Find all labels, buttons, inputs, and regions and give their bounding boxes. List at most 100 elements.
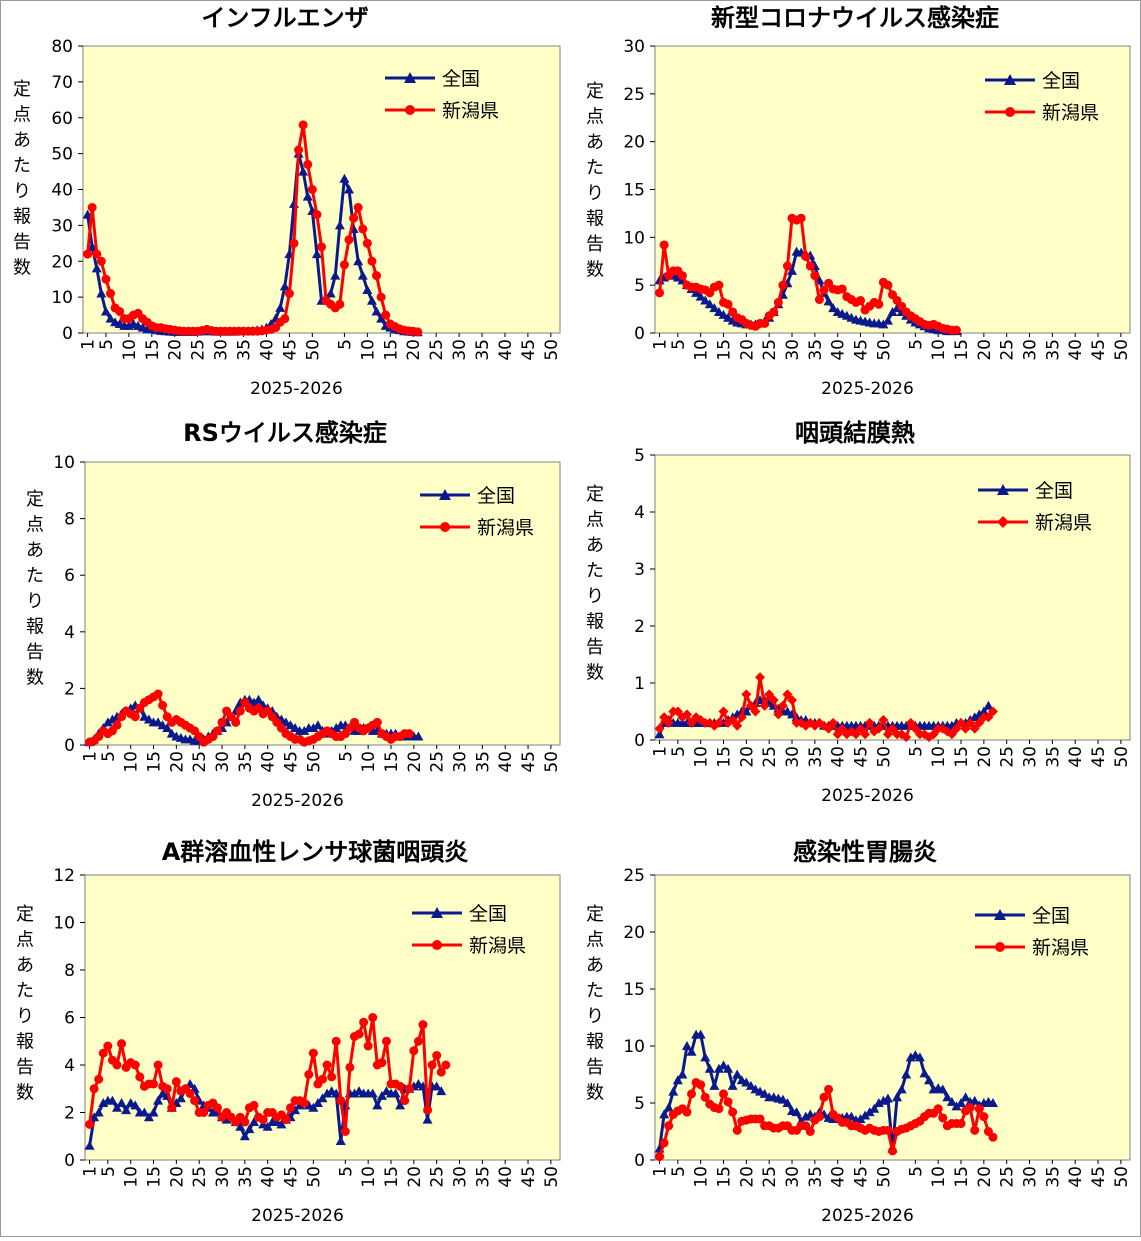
data-point [760, 318, 770, 328]
data-point [956, 1098, 967, 1107]
y-tick-label: 70 [51, 73, 73, 93]
data-point [824, 1084, 834, 1094]
data-point [736, 712, 747, 723]
x-tick-label: 20 [975, 746, 995, 768]
x-tick-label: 15 [952, 1166, 972, 1188]
data-point [883, 1125, 893, 1135]
data-point [100, 306, 111, 316]
x-tick-label: 20 [404, 339, 424, 361]
x-tick-label: 5 [99, 751, 119, 762]
y-axis-label-char: た [586, 981, 604, 1002]
data-point [745, 700, 756, 711]
x-tick-label: 25 [428, 751, 448, 773]
data-point [860, 1110, 871, 1120]
x-tick-label: 45 [519, 1166, 539, 1188]
data-point [695, 291, 706, 301]
y-tick-label: 25 [623, 85, 645, 105]
y-tick-label: 2 [634, 617, 645, 637]
data-point [423, 1105, 433, 1115]
data-point [117, 1039, 127, 1049]
x-tick-label: 45 [852, 1166, 872, 1188]
data-point [714, 280, 724, 290]
x-tick-label: 50 [1112, 1166, 1132, 1188]
y-axis-label-char: あ [26, 540, 44, 561]
data-point [686, 1046, 697, 1056]
data-point [951, 723, 962, 734]
data-point [659, 1138, 669, 1148]
data-point [212, 1103, 222, 1113]
data-point [856, 295, 866, 305]
data-point [723, 1097, 733, 1107]
x-tick-label: 45 [280, 339, 300, 361]
x-tick-label: 50 [542, 1166, 562, 1188]
y-axis-label-char: 定 [586, 81, 604, 102]
y-axis-label-char: 数 [586, 663, 604, 684]
series-niigata [655, 1077, 998, 1162]
x-tick-label: 15 [145, 1166, 165, 1188]
data-point [322, 1060, 332, 1070]
data-point [158, 700, 168, 710]
data-point [864, 717, 875, 728]
data-point [413, 1036, 423, 1046]
y-axis-label-char: り [586, 1006, 604, 1027]
data-point [185, 1089, 195, 1098]
data-point [349, 1088, 360, 1098]
x-tick-label: 1 [79, 339, 99, 350]
data-point [281, 1115, 291, 1125]
y-tick-label: 5 [634, 1094, 645, 1114]
data-point [190, 1096, 200, 1106]
x-tick-label: 35 [236, 1166, 256, 1188]
legend-label: 新潟県 [1032, 937, 1089, 959]
x-tick-label: 45 [852, 746, 872, 768]
plot-area [654, 454, 1131, 741]
y-tick-label: 0 [62, 324, 73, 344]
series-niigata [654, 672, 998, 743]
data-point [294, 145, 304, 155]
chart-title: インフルエンザ [201, 4, 368, 32]
y-axis-label-char: 数 [586, 1083, 604, 1104]
x-tick-label: 5 [906, 746, 926, 757]
data-point [914, 1052, 925, 1062]
data-point [235, 706, 245, 716]
data-point [882, 1093, 893, 1103]
data-point [431, 1081, 442, 1091]
data-point [723, 1063, 734, 1073]
y-axis-label-char: 定 [16, 904, 34, 925]
y-tick-label: 20 [623, 133, 645, 153]
y-tick-label: 0 [64, 736, 75, 756]
y-tick-label: 5 [634, 446, 645, 466]
y-axis-label-char: あ [586, 535, 604, 556]
y-axis-label-char: あ [586, 955, 604, 976]
y-axis-label-char: 定 [586, 484, 604, 505]
data-point [275, 302, 286, 312]
data-point [244, 1124, 255, 1134]
y-tick-label: 8 [64, 961, 75, 981]
y-tick-label: 8 [64, 510, 75, 530]
data-point [377, 1058, 387, 1068]
data-point [700, 295, 711, 305]
data-point [956, 717, 967, 728]
data-point [400, 1096, 410, 1106]
x-tick-label: 30 [1021, 746, 1041, 768]
x-tick-label: 20 [975, 339, 995, 361]
legend-marker [439, 489, 451, 500]
x-tick-label: 35 [806, 746, 826, 768]
data-point [276, 1119, 287, 1129]
data-point [664, 1121, 674, 1131]
data-point [363, 1041, 373, 1051]
data-point [782, 261, 792, 271]
data-point [773, 297, 783, 307]
data-point [143, 1112, 154, 1122]
x-tick-label: 45 [282, 751, 302, 773]
x-axis-label: 2025-2026 [250, 379, 343, 399]
data-point [96, 288, 107, 298]
data-point [322, 1088, 333, 1098]
data-point [371, 306, 382, 316]
y-tick-label: 20 [623, 923, 645, 943]
y-axis-label-char: 点 [586, 930, 604, 951]
y-axis-label-char: 報 [586, 1032, 604, 1053]
